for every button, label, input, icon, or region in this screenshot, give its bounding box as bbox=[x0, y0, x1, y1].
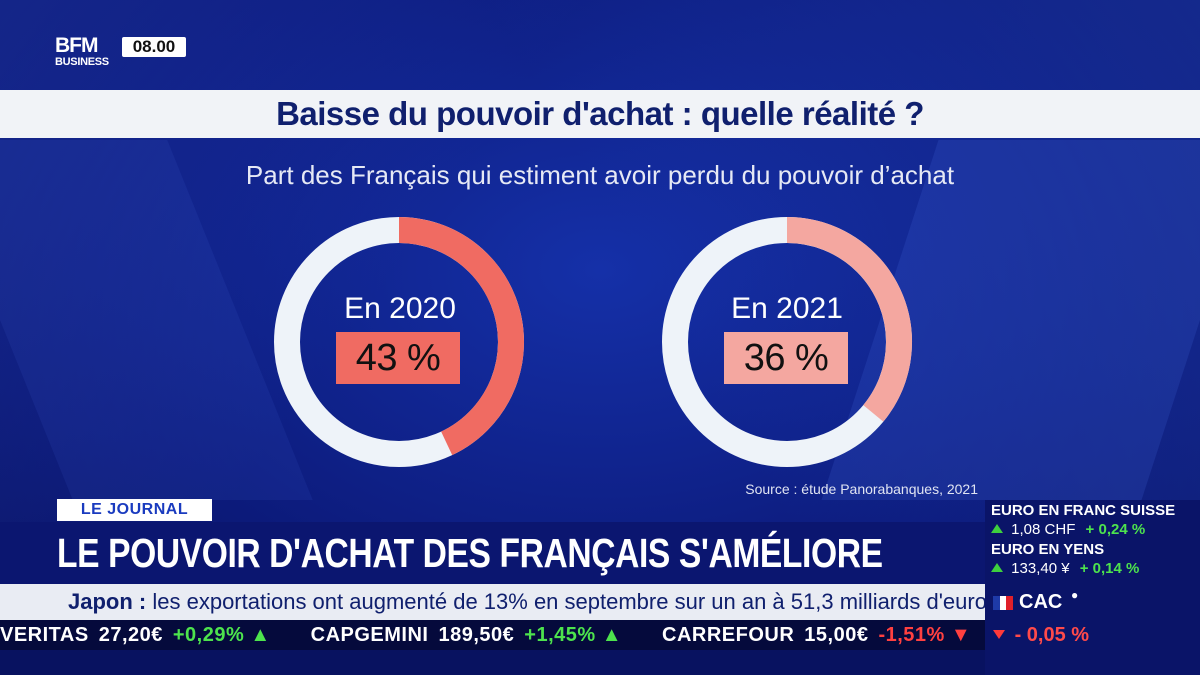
currency-change: + 0,24 % bbox=[1085, 521, 1146, 538]
headline-band: LE POUVOIR D'ACHAT DES FRANÇAIS S'AMÉLIO… bbox=[0, 522, 985, 584]
currency-value-row: 1,08 CHF + 0,24 % bbox=[991, 521, 1145, 538]
france-flag-icon bbox=[993, 596, 1013, 610]
value-badge-2021: 36 % bbox=[724, 332, 848, 384]
up-arrow-icon bbox=[991, 563, 1003, 572]
currency-value: 133,40 ¥ bbox=[1011, 560, 1070, 577]
ticker-name: VERITAS bbox=[0, 624, 89, 646]
chart-source: Source : étude Panorabanques, 2021 bbox=[745, 481, 978, 497]
currency-value-row: 133,40 ¥ + 0,14 % bbox=[991, 560, 1139, 577]
index-change-row: - 0,05 % bbox=[993, 624, 1089, 647]
down-arrow-icon bbox=[993, 630, 1005, 639]
index-row: CAC ● bbox=[985, 588, 1200, 618]
ticker-name: CAPGEMINI bbox=[310, 624, 429, 646]
channel-logo: BFM BUSINESS bbox=[55, 34, 117, 68]
donut-slice-0 bbox=[398, 217, 524, 456]
ticker-price: 27,20€ bbox=[98, 624, 163, 646]
chart-label-2020: En 2020 bbox=[344, 292, 456, 325]
chart-label-2021: En 2021 bbox=[731, 292, 843, 325]
currency-value: 1,08 CHF bbox=[1011, 521, 1076, 538]
stock-ticker: VERITAS 27,20€ +0,29% ▲ CAPGEMINI 189,50€ +1,… bbox=[0, 620, 985, 650]
logo-subtext: BUSINESS bbox=[55, 56, 109, 68]
currency-title: EURO EN YENS bbox=[991, 541, 1105, 558]
index-name: CAC bbox=[1019, 591, 1063, 613]
logo-text: BFM bbox=[55, 34, 99, 57]
ticker-price: 15,00€ bbox=[804, 624, 869, 646]
ticker-change: -1,51% ▼ bbox=[878, 624, 972, 646]
ticker-change: +1,45% ▲ bbox=[524, 624, 623, 646]
ticker-price: 189,50€ bbox=[438, 624, 515, 646]
ticker-name: CARREFOUR bbox=[662, 624, 795, 646]
sparkle-icon: ● bbox=[1071, 588, 1079, 602]
currency-change: + 0,14 % bbox=[1079, 560, 1140, 577]
title-band: Baisse du pouvoir d'achat : quelle réali… bbox=[0, 90, 1200, 138]
page-title: Baisse du pouvoir d'achat : quelle réali… bbox=[276, 95, 924, 132]
up-arrow-icon bbox=[991, 524, 1003, 533]
ticker-change: +0,29% ▲ bbox=[172, 624, 271, 646]
clock: 08.00 bbox=[122, 37, 186, 57]
chart-subtitle: Part des Français qui estiment avoir per… bbox=[245, 160, 955, 190]
news-keyword: Japon : bbox=[68, 589, 147, 614]
program-tag: LE JOURNAL bbox=[57, 499, 212, 521]
markets-panel: EURO EN FRANC SUISSE 1,08 CHF + 0,24 % E… bbox=[985, 500, 1200, 675]
index-change: - 0,05 % bbox=[1014, 624, 1090, 646]
bottom-strip bbox=[0, 650, 985, 675]
news-text: les exportations ont augmenté de 13% en … bbox=[152, 589, 985, 614]
currency-title: EURO EN FRANC SUISSE bbox=[991, 502, 1176, 519]
news-crawl: Japon : les exportations ont augmenté de… bbox=[0, 584, 985, 620]
donut-slice-1 bbox=[786, 217, 912, 422]
headline: LE POUVOIR D'ACHAT DES FRANÇAIS S'AMÉLIO… bbox=[57, 530, 883, 576]
value-badge-2020: 43 % bbox=[336, 332, 460, 384]
